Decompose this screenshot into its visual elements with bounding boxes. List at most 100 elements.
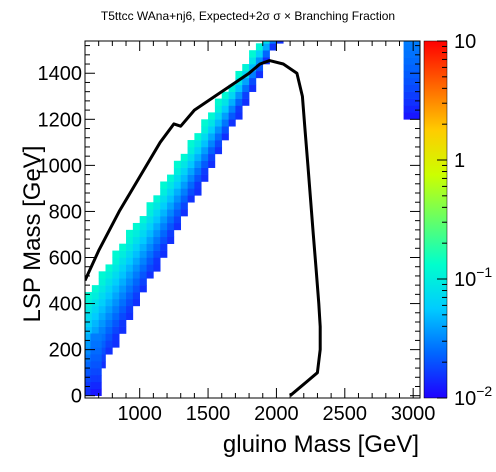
heatmap-cell bbox=[51, 375, 58, 382]
heatmap-cell bbox=[112, 264, 120, 272]
heatmap-cell bbox=[173, 202, 182, 210]
heatmap-cell bbox=[201, 126, 209, 134]
heatmap-cell bbox=[249, 84, 257, 92]
heatmap-cell bbox=[112, 292, 120, 300]
heatmap-cell bbox=[180, 153, 188, 162]
y-tick-label: 200 bbox=[49, 340, 82, 362]
heatmap-cell bbox=[132, 285, 140, 293]
heatmap-cell bbox=[160, 202, 168, 210]
heatmap-cell bbox=[235, 112, 243, 120]
heatmap-cell bbox=[146, 216, 154, 224]
heatmap-cell bbox=[173, 195, 182, 203]
heatmap-cell bbox=[262, 43, 270, 51]
heatmap-cell bbox=[85, 368, 93, 376]
heatmap-cell bbox=[194, 188, 202, 196]
heatmap-cell bbox=[126, 298, 134, 307]
heatmap-cell bbox=[201, 140, 209, 148]
heatmap-cell bbox=[160, 188, 168, 196]
heatmap-cell bbox=[97, 333, 102, 341]
heatmap-cell bbox=[417, 41, 420, 44]
heatmap-cell bbox=[187, 195, 195, 203]
heatmap-cell bbox=[126, 278, 134, 286]
heatmap-cell bbox=[139, 271, 147, 279]
heatmap-cell bbox=[119, 271, 127, 279]
heatmap-cell bbox=[410, 105, 418, 113]
heatmap-cell bbox=[30, 389, 37, 396]
heatmap-cell bbox=[403, 84, 411, 92]
heatmap-cell bbox=[85, 374, 86, 383]
heatmap-cell bbox=[187, 188, 195, 196]
heatmap-cell bbox=[403, 43, 411, 51]
y-tick-label: 1400 bbox=[38, 63, 83, 85]
heatmap-cell bbox=[119, 305, 127, 314]
heatmap-cell bbox=[410, 98, 418, 106]
heatmap-cell bbox=[97, 361, 102, 369]
heatmap-cell bbox=[417, 57, 420, 65]
heatmap-cell bbox=[173, 181, 182, 189]
heatmap-cell bbox=[90, 333, 98, 341]
heatmap-cell bbox=[98, 298, 106, 307]
heatmap-cell bbox=[403, 57, 411, 65]
heatmap-cell bbox=[201, 174, 209, 182]
heatmap-cell bbox=[180, 202, 188, 210]
heatmap-cell bbox=[187, 153, 195, 162]
heatmap-cell bbox=[98, 278, 106, 286]
heatmap-cell bbox=[90, 374, 98, 383]
heatmap-cell bbox=[85, 374, 93, 383]
heatmap-cell bbox=[91, 319, 99, 327]
heatmap-cell bbox=[255, 64, 264, 72]
heatmap-cell bbox=[126, 305, 134, 314]
heatmap-cell bbox=[153, 243, 161, 251]
heatmap-cell bbox=[119, 312, 127, 320]
heatmap-cell bbox=[132, 264, 140, 272]
heatmap-cell bbox=[153, 236, 161, 244]
heatmap-cell bbox=[98, 333, 106, 341]
heatmap-cell bbox=[417, 98, 420, 106]
heatmap-cell bbox=[167, 229, 175, 238]
heatmap-cell bbox=[126, 271, 134, 279]
heatmap-cell bbox=[417, 84, 420, 92]
heatmap-cell bbox=[98, 292, 106, 300]
heatmap-cell bbox=[51, 389, 58, 396]
heatmap-cell bbox=[160, 250, 168, 258]
heatmap-cell bbox=[90, 354, 98, 362]
heatmap-cell bbox=[228, 112, 236, 120]
heatmap-cell bbox=[160, 222, 168, 231]
heatmap-cell bbox=[221, 119, 229, 127]
heatmap-cell bbox=[208, 133, 216, 141]
heatmap-cell bbox=[132, 229, 140, 238]
heatmap-cell bbox=[85, 388, 93, 396]
heatmap-cell bbox=[112, 298, 120, 307]
heatmap-cell bbox=[91, 292, 99, 300]
heatmap-cell bbox=[132, 278, 140, 286]
heatmap-cell bbox=[112, 285, 120, 293]
heatmap-cells bbox=[23, 41, 420, 396]
heatmap-cell bbox=[403, 105, 411, 113]
heatmap-cell bbox=[242, 91, 250, 99]
heatmap-cell bbox=[214, 98, 223, 106]
heatmap-cell bbox=[85, 298, 93, 307]
heatmap-cell bbox=[417, 70, 420, 79]
heatmap-cell bbox=[228, 91, 236, 99]
heatmap-cell bbox=[126, 250, 134, 258]
heatmap-cell bbox=[71, 327, 78, 334]
heatmap-cell bbox=[153, 216, 161, 224]
heatmap-cell bbox=[98, 326, 106, 334]
heatmap-cell bbox=[242, 84, 250, 92]
heatmap-cell bbox=[194, 174, 202, 182]
heatmap-cell bbox=[139, 216, 147, 224]
heatmap-cell bbox=[160, 229, 168, 238]
heatmap-cell bbox=[146, 257, 154, 265]
heatmap-cell bbox=[23, 382, 30, 389]
heatmap-cell bbox=[235, 70, 243, 79]
heatmap-cell bbox=[146, 209, 154, 217]
heatmap-cell bbox=[105, 285, 113, 293]
heatmap-cell bbox=[208, 160, 216, 168]
heatmap-cell bbox=[173, 209, 182, 217]
heatmap-cell bbox=[37, 382, 44, 389]
heatmap-cell bbox=[126, 236, 134, 244]
heatmap-cell bbox=[235, 105, 243, 113]
heatmap-cell bbox=[180, 195, 188, 203]
heatmap-cell bbox=[242, 98, 250, 106]
y-tick-label: 600 bbox=[49, 248, 82, 270]
